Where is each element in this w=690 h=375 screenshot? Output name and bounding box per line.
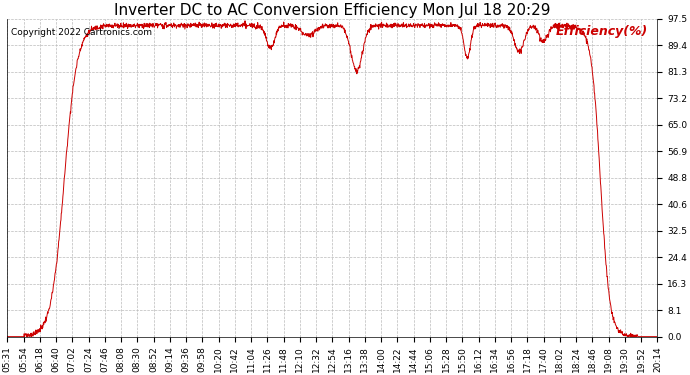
Text: Copyright 2022 Cartronics.com: Copyright 2022 Cartronics.com: [10, 28, 152, 38]
Text: Efficiency(%): Efficiency(%): [555, 25, 648, 38]
Title: Inverter DC to AC Conversion Efficiency Mon Jul 18 20:29: Inverter DC to AC Conversion Efficiency …: [114, 3, 551, 18]
